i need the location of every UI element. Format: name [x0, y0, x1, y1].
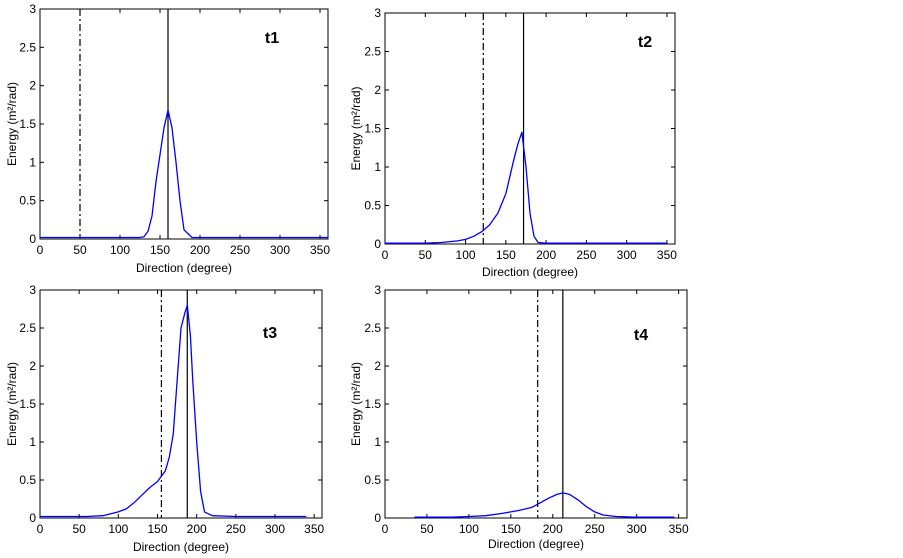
plot-frame	[384, 289, 688, 519]
x-tick-label: 0	[37, 522, 44, 536]
y-tick-label: 0	[29, 232, 36, 246]
y-tick-label: 0.5	[19, 194, 36, 208]
x-axis-label: Direction (degree)	[133, 540, 229, 554]
panel-label: t4	[634, 327, 648, 344]
x-tick-label: 300	[617, 248, 637, 262]
x-tick-label: 150	[496, 248, 516, 262]
energy-series-line	[40, 109, 328, 239]
y-tick-label: 0	[374, 511, 381, 525]
y-tick-label: 1	[29, 155, 36, 169]
y-tick-label: 3	[374, 283, 381, 297]
panel-label: t3	[263, 325, 277, 342]
chart-panel-t1: 0 50 100 150 200 250 300 350 0 0.5 1 1.5 2 2.5 3 Direct…	[5, 2, 330, 275]
y-tick-label: 3	[29, 283, 36, 297]
chart-panel-t2: 0 50 100 150 200 250 300 350 0 0.5 1 1.5 2 2.5 3 Direct…	[349, 6, 677, 279]
y-tick-label: 2.5	[19, 40, 36, 54]
y-tick-label: 2	[29, 359, 36, 373]
x-tick-label: 100	[110, 243, 130, 257]
y-tick-label: 2.5	[19, 321, 36, 335]
y-tick-label: 1.5	[19, 397, 36, 411]
y-axis-label: Energy (m²/rad)	[5, 82, 19, 166]
x-tick-label: 50	[72, 522, 86, 536]
x-tick-label: 150	[150, 243, 170, 257]
x-tick-label: 350	[669, 522, 689, 536]
y-tick-label: 2.5	[364, 45, 381, 59]
x-tick-label: 100	[108, 522, 128, 536]
x-tick-label: 350	[657, 248, 677, 262]
y-tick-label: 2.5	[364, 321, 381, 335]
x-tick-label: 300	[265, 522, 285, 536]
energy-series-line	[40, 304, 307, 518]
y-tick-label: 1	[374, 435, 381, 449]
y-tick-label: 2	[29, 79, 36, 93]
x-tick-label: 0	[382, 248, 389, 262]
x-tick-label: 250	[226, 522, 246, 536]
x-tick-label: 250	[585, 522, 605, 536]
x-tick-label: 300	[627, 522, 647, 536]
x-tick-label: 150	[501, 522, 521, 536]
x-tick-label: 250	[576, 248, 596, 262]
y-tick-label: 0.5	[19, 473, 36, 487]
x-tick-label: 250	[230, 243, 250, 257]
x-tick-label: 50	[73, 243, 87, 257]
y-tick-label: 0	[29, 511, 36, 525]
x-axis-label: Direction (degree)	[482, 265, 578, 279]
y-tick-label: 3	[29, 2, 36, 16]
x-tick-label: 200	[543, 522, 563, 536]
plot-frame	[39, 8, 329, 240]
y-tick-label: 1	[374, 160, 381, 174]
x-tick-label: 100	[456, 248, 476, 262]
x-tick-label: 0	[382, 522, 389, 536]
y-axis-label: Energy (m²/rad)	[349, 86, 363, 170]
x-tick-label: 350	[304, 522, 324, 536]
x-tick-label: 50	[419, 248, 433, 262]
panel-label: t2	[638, 34, 652, 51]
y-axis-label: Energy (m²/rad)	[5, 362, 19, 446]
plot-frame	[39, 289, 323, 519]
y-tick-label: 1.5	[364, 397, 381, 411]
y-tick-label: 2	[374, 359, 381, 373]
x-tick-label: 350	[310, 243, 330, 257]
y-tick-label: 1.5	[364, 122, 381, 136]
x-tick-label: 150	[147, 522, 167, 536]
x-tick-label: 100	[459, 522, 479, 536]
x-axis-label: Direction (degree)	[136, 261, 232, 275]
y-tick-label: 2	[374, 83, 381, 97]
y-tick-label: 0.5	[364, 473, 381, 487]
x-tick-label: 50	[420, 522, 434, 536]
y-axis-label: Energy (m²/rad)	[349, 362, 363, 446]
x-tick-label: 0	[37, 243, 44, 257]
y-tick-label: 1	[29, 435, 36, 449]
x-tick-label: 200	[187, 522, 207, 536]
y-tick-label: 1.5	[19, 117, 36, 131]
x-tick-label: 200	[536, 248, 556, 262]
y-tick-label: 3	[374, 6, 381, 20]
energy-series-line	[414, 492, 675, 518]
y-tick-label: 0	[374, 237, 381, 251]
panel-label: t1	[265, 30, 279, 47]
chart-panel-t4: 0 50 100 150 200 250 300 350 0 0.5 1 1.5 2 2.5 3 Direct…	[349, 283, 689, 551]
x-axis-label: Direction (degree)	[488, 537, 584, 551]
chart-panel-t3: 0 50 100 150 200 250 300 350 0 0.5 1 1.5 2 2.5 3 Direct…	[5, 283, 324, 554]
energy-series-line	[385, 131, 667, 244]
y-tick-label: 0.5	[364, 199, 381, 213]
x-tick-label: 300	[270, 243, 290, 257]
x-tick-label: 200	[190, 243, 210, 257]
